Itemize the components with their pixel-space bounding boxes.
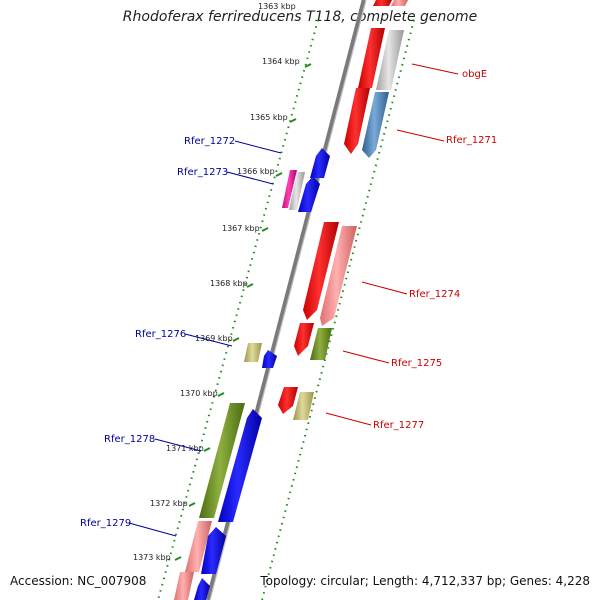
- gene-arrow-rfer-1274-pink[interactable]: [320, 226, 357, 326]
- gene-arrow-rfer-1274-red[interactable]: [303, 222, 339, 320]
- gene-label-rfer-1276[interactable]: Rfer_1276: [135, 329, 186, 340]
- gene-arrow-rfer-1273-gray[interactable]: [289, 172, 305, 210]
- callout-line-rfer-1279: [128, 522, 177, 537]
- gene-arrow-rfer-1271-steelblue[interactable]: [362, 92, 389, 158]
- tick-mark: [217, 392, 225, 397]
- gene-label-obge[interactable]: obgE: [462, 69, 487, 80]
- tick-label-1367: 1367 kbp: [222, 224, 260, 233]
- tick-label-1366: 1366 kbp: [237, 167, 275, 176]
- callout-line-rfer-1276: [184, 333, 233, 347]
- tick-label-1371: 1371 kbp: [166, 444, 204, 453]
- tick-label-1365: 1365 kbp: [250, 113, 288, 122]
- callout-line-rfer-1275: [342, 350, 390, 364]
- gene-arrow-rfer-1272-blue[interactable]: [310, 148, 330, 178]
- map-title: Rhodoferax ferrireducens T118, complete …: [122, 9, 478, 25]
- gene-label-rfer-1278[interactable]: Rfer_1278: [104, 434, 155, 445]
- gene-label-rfer-1272[interactable]: Rfer_1272: [184, 136, 235, 147]
- gene-label-rfer-1274[interactable]: Rfer_1274: [409, 289, 460, 300]
- callout-line-rfer-1273: [226, 171, 274, 185]
- tick-mark: [246, 283, 254, 288]
- tick-label-1373: 1373 kbp: [133, 553, 171, 562]
- gene-arrow-rfer-1278-blue[interactable]: [218, 409, 262, 522]
- callout-line-rfer-1272: [234, 140, 282, 154]
- gene-arrow-rfer-1276-khaki[interactable]: [244, 343, 262, 362]
- gene-arrow-top-pink[interactable]: [391, 0, 408, 6]
- gene-arrow-rfer-1279-pink[interactable]: [185, 521, 212, 572]
- gene-label-rfer-1279[interactable]: Rfer_1279: [80, 518, 131, 529]
- tick-mark: [304, 63, 312, 68]
- forward-strand-genes: [278, 0, 408, 420]
- tick-label-1368: 1368 kbp: [210, 279, 248, 288]
- gene-arrow-bottom-pink[interactable]: [174, 572, 194, 600]
- gene-arrow-rfer-1275-olive[interactable]: [310, 328, 332, 360]
- tick-mark: [275, 172, 283, 177]
- inner-dotted-guide: [157, 19, 319, 600]
- tick-marks: [174, 63, 312, 561]
- tick-mark: [261, 227, 269, 232]
- gene-arrow-rfer-1276-blue[interactable]: [262, 350, 277, 368]
- gene-arrow-obge-gray[interactable]: [376, 30, 404, 90]
- tick-labels: 1363 kbp 1364 kbp 1365 kbp 1366 kbp 1367…: [133, 2, 300, 562]
- gene-arrow-obge-red[interactable]: [358, 28, 385, 88]
- gene-arrow-rfer-1275-red[interactable]: [294, 323, 314, 356]
- callout-line-rfer-1274: [361, 281, 408, 295]
- tick-label-1370: 1370 kbp: [180, 389, 218, 398]
- gene-label-rfer-1275[interactable]: Rfer_1275: [391, 358, 442, 369]
- gene-arrow-rfer-1277-red[interactable]: [278, 387, 298, 414]
- callout-line-rfer-1278: [154, 438, 202, 452]
- callout-line-rfer-1277: [325, 412, 372, 426]
- tick-mark: [174, 556, 182, 561]
- callout-line-rfer-1271: [396, 129, 445, 142]
- tick-mark: [203, 447, 211, 452]
- accession-text: Accession: NC_007908: [10, 574, 147, 588]
- gene-label-rfer-1273[interactable]: Rfer_1273: [177, 167, 228, 178]
- gene-arrow-top-red[interactable]: [373, 0, 392, 6]
- gene-arrow-rfer-1278-olive[interactable]: [199, 403, 245, 518]
- gene-arrow-rfer-1279-blue[interactable]: [201, 527, 226, 574]
- tick-label-1369: 1369 kbp: [195, 334, 233, 343]
- gene-label-rfer-1271[interactable]: Rfer_1271: [446, 135, 497, 146]
- callout-lines: [128, 63, 459, 537]
- gene-arrow-rfer-1277-khaki[interactable]: [293, 392, 314, 420]
- gene-arrow-bottom-blue[interactable]: [194, 578, 210, 600]
- tick-label-1363: 1363 kbp: [258, 2, 296, 11]
- callout-line-obge: [411, 63, 459, 75]
- gene-arrow-rfer-1273-blue[interactable]: [298, 176, 320, 212]
- gene-arrow-rfer-1271-red[interactable]: [344, 88, 370, 154]
- genome-summary-text: Topology: circular; Length: 4,712,337 bp…: [260, 574, 590, 588]
- reverse-strand-genes: [174, 148, 330, 600]
- tick-mark: [232, 337, 240, 342]
- tick-mark: [289, 118, 297, 123]
- tick-label-1364: 1364 kbp: [262, 57, 300, 66]
- tick-label-1372: 1372 kbp: [150, 499, 188, 508]
- gene-arrow-rfer-1273-magenta[interactable]: [282, 170, 297, 208]
- gene-labels: obgE Rfer_1271 Rfer_1274 Rfer_1275 Rfer_…: [80, 69, 497, 529]
- gene-label-rfer-1277[interactable]: Rfer_1277: [373, 420, 424, 431]
- outer-dotted-guide: [261, 19, 415, 600]
- tick-mark: [188, 502, 196, 507]
